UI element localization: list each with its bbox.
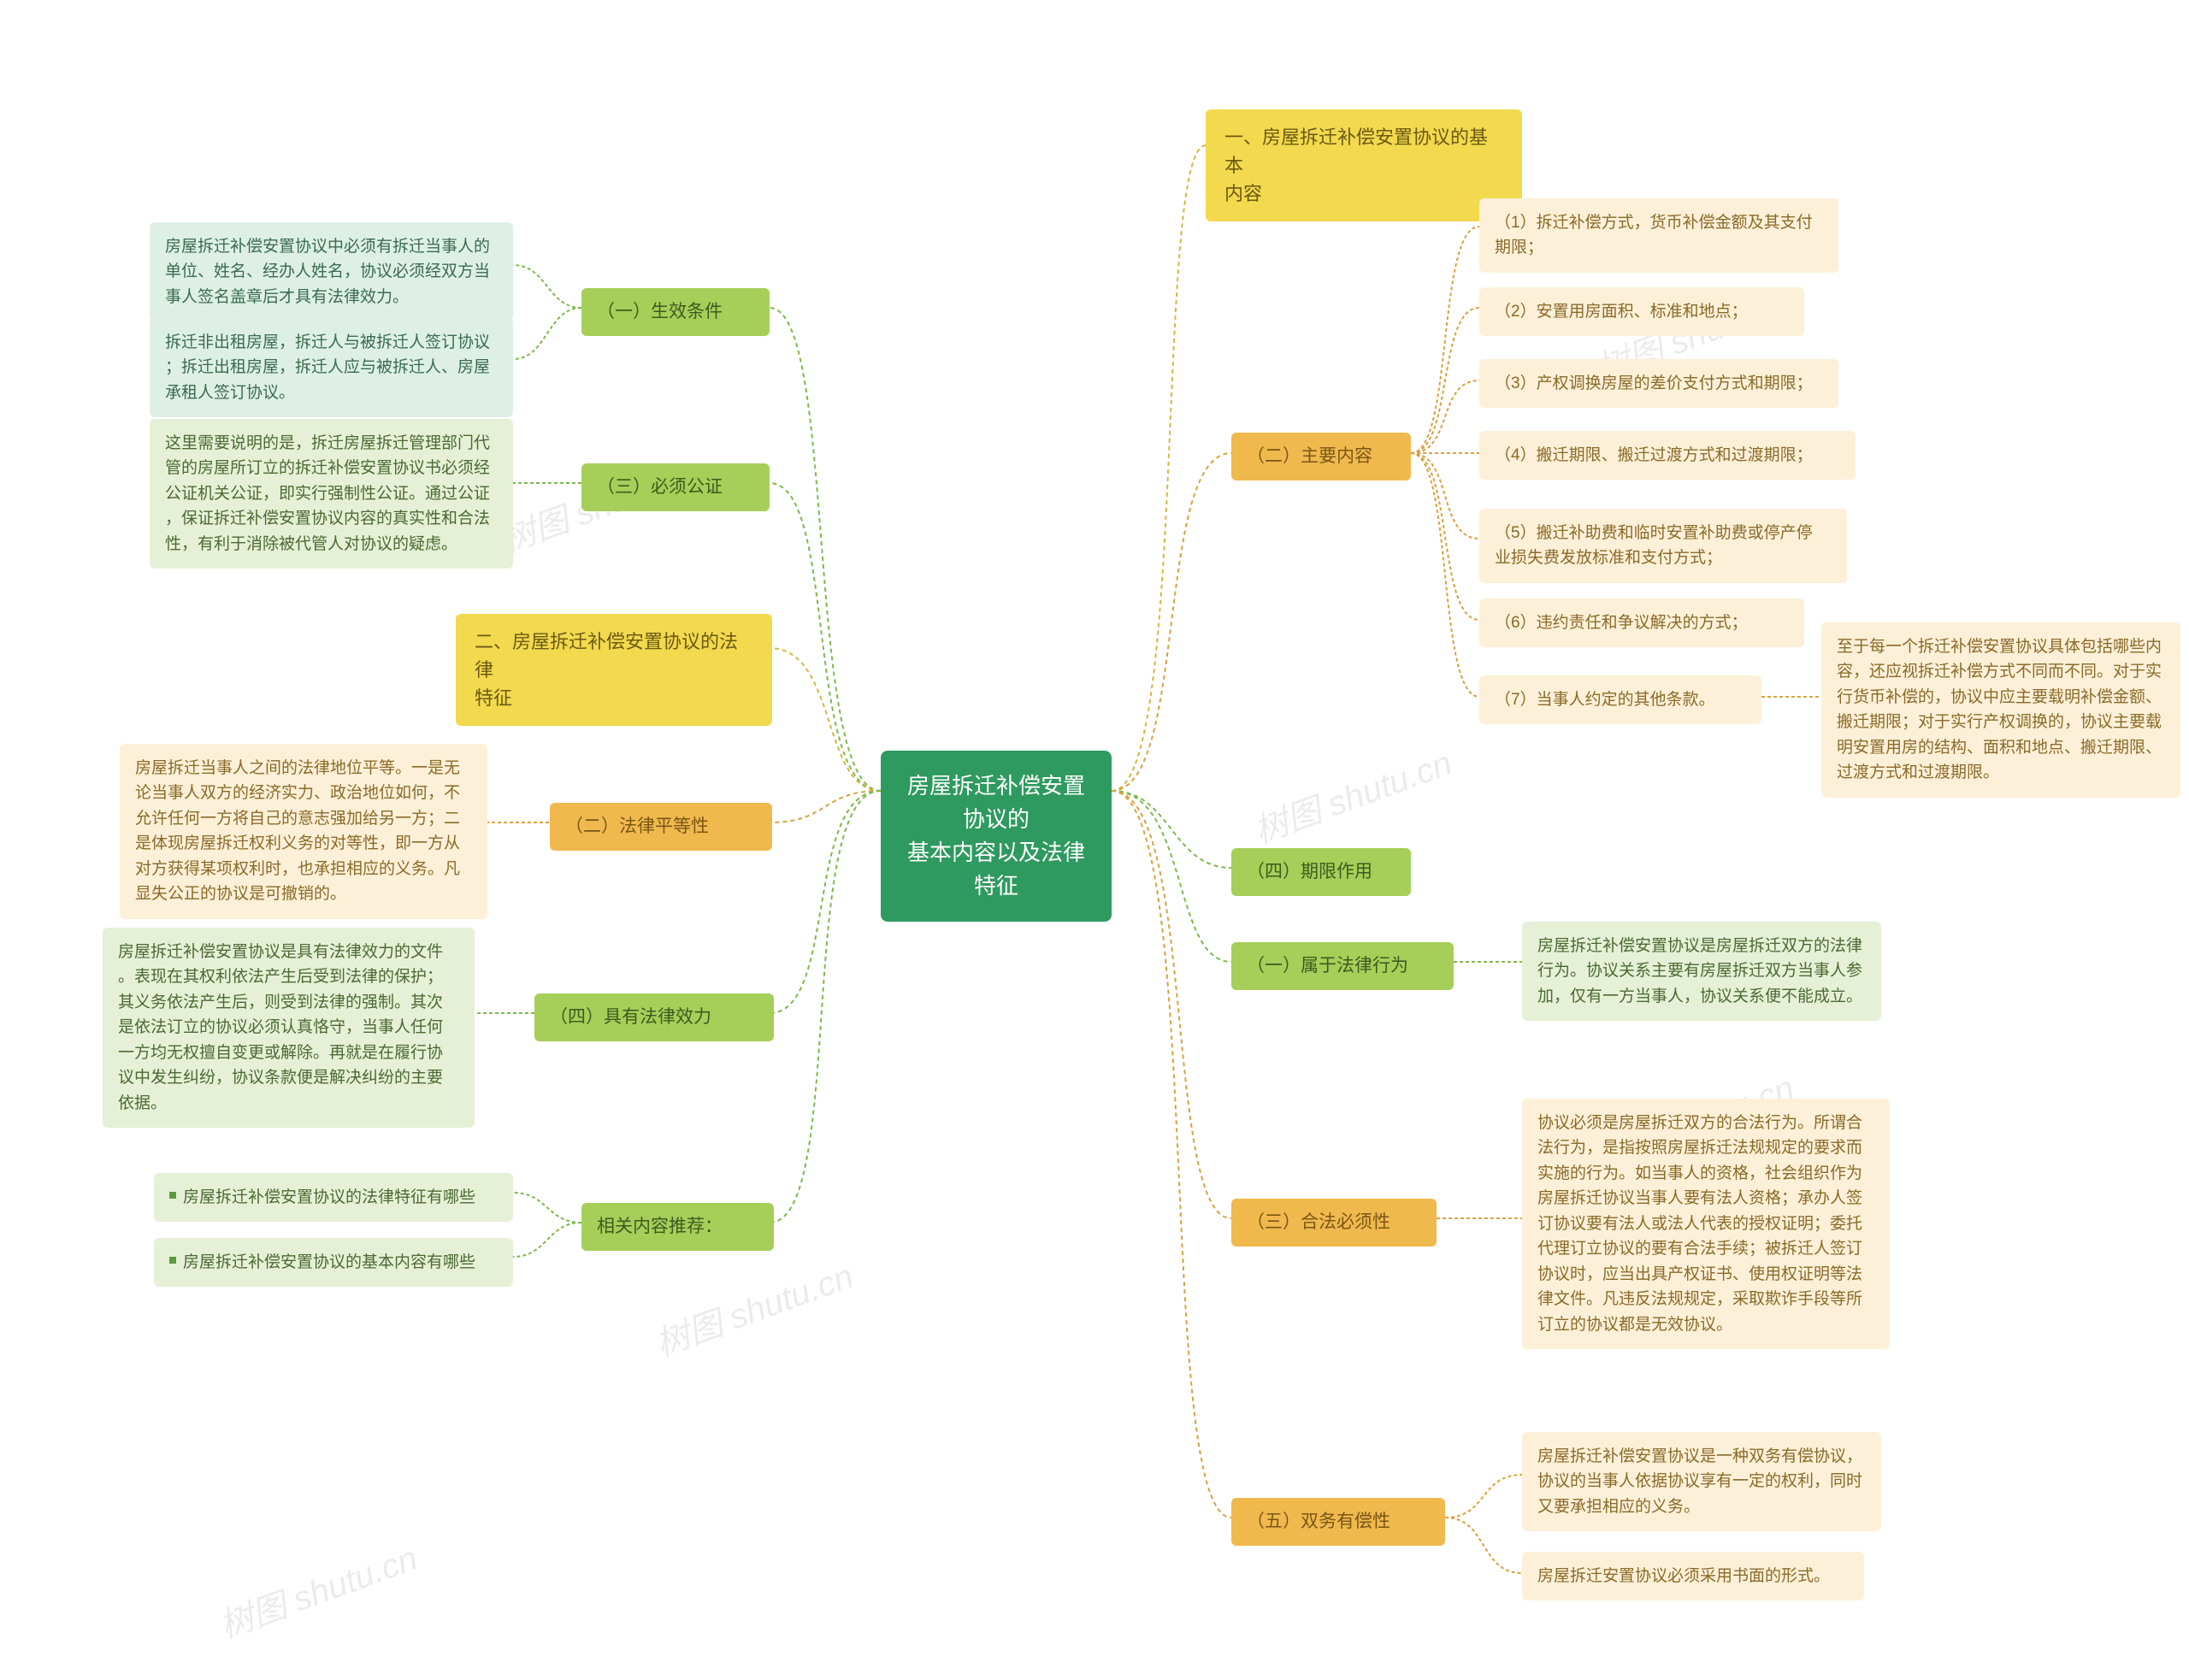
leaf-item-1: （1）拆迁补偿方式，货币补偿金额及其支付 期限；	[1479, 198, 1838, 273]
leaf-effective-2: 拆迁非出租房屋，拆迁人与被拆迁人签订协议 ；拆迁出租房屋，拆迁人应与被拆迁人、房…	[150, 318, 513, 417]
leaf-item-6: （6）违约责任和争议解决的方式；	[1479, 598, 1804, 647]
watermark: 树图 shutu.cn	[211, 1530, 423, 1648]
leaf-recommend-2[interactable]: 房屋拆迁补偿安置协议的基本内容有哪些	[154, 1238, 513, 1287]
leaf-bilateral-detail-2: 房屋拆迁安置协议必须采用书面的形式。	[1522, 1552, 1864, 1600]
leaf-item-5: （5）搬迁补助费和临时安置补助费或停产停 业损失费发放标准和支付方式；	[1479, 509, 1847, 583]
leaf-equality-detail: 房屋拆迁当事人之间的法律地位平等。一是无 论当事人双方的经济实力、政治地位如何，…	[120, 744, 487, 919]
bullet-icon	[169, 1192, 176, 1199]
leaf-legal-force-detail: 房屋拆迁补偿安置协议是具有法律效力的文件 。表现在其权利依法产生后受到法律的保护…	[103, 928, 475, 1128]
leaf-legality-detail: 协议必须是房屋拆迁双方的合法行为。所谓合 法行为，是指按照房屋拆迁法规规定的要求…	[1522, 1099, 1890, 1349]
leaf-item-3: （3）产权调换房屋的差价支付方式和期限；	[1479, 359, 1838, 408]
watermark: 树图 shutu.cn	[1246, 735, 1458, 852]
leaf-bilateral-detail-1: 房屋拆迁补偿安置协议是一种双务有偿协议， 协议的当事人依据协议享有一定的权利，同…	[1522, 1432, 1881, 1531]
branch-section-2[interactable]: 二、房屋拆迁补偿安置协议的法律 特征	[456, 614, 772, 726]
node-period-effect[interactable]: （四）期限作用	[1231, 848, 1411, 896]
leaf-notarize-detail: 这里需要说明的是，拆迁房屋拆迁管理部门代 管的房屋所订立的拆迁补偿安置协议书必须…	[150, 419, 513, 569]
recommend-2-text: 房屋拆迁补偿安置协议的基本内容有哪些	[183, 1250, 475, 1275]
leaf-recommend-1[interactable]: 房屋拆迁补偿安置协议的法律特征有哪些	[154, 1173, 513, 1222]
watermark: 树图 shutu.cn	[647, 1248, 859, 1365]
node-recommend[interactable]: 相关内容推荐：	[581, 1203, 774, 1251]
leaf-item-7-detail: 至于每一个拆迁补偿安置协议具体包括哪些内 容，还应视拆迁补偿方式不同而不同。对于…	[1821, 622, 2180, 798]
node-legal-act[interactable]: （一）属于法律行为	[1231, 942, 1454, 990]
node-effective-conditions[interactable]: （一）生效条件	[581, 288, 770, 336]
branch-section-1[interactable]: 一、房屋拆迁补偿安置协议的基本 内容	[1206, 109, 1522, 221]
root-node[interactable]: 房屋拆迁补偿安置协议的 基本内容以及法律特征	[881, 751, 1112, 922]
node-legality[interactable]: （三）合法必须性	[1231, 1199, 1437, 1247]
bullet-icon	[169, 1257, 176, 1264]
node-bilateral[interactable]: （五）双务有偿性	[1231, 1498, 1445, 1546]
leaf-legal-act-detail: 房屋拆迁补偿安置协议是房屋拆迁双方的法律 行为。协议关系主要有房屋拆迁双方当事人…	[1522, 922, 1881, 1021]
node-legal-force[interactable]: （四）具有法律效力	[534, 993, 774, 1041]
node-equality[interactable]: （二）法律平等性	[550, 803, 772, 851]
recommend-1-text: 房屋拆迁补偿安置协议的法律特征有哪些	[183, 1185, 475, 1210]
leaf-item-2: （2）安置用房面积、标准和地点；	[1479, 287, 1804, 336]
leaf-item-7: （7）当事人约定的其他条款。	[1479, 675, 1761, 724]
leaf-item-4: （4）搬迁期限、搬迁过渡方式和过渡期限；	[1479, 431, 1856, 480]
leaf-effective-1: 房屋拆迁补偿安置协议中必须有拆迁当事人的 单位、姓名、经办人姓名，协议必须经双方…	[150, 222, 513, 321]
node-notarize[interactable]: （三）必须公证	[581, 463, 770, 511]
node-main-content[interactable]: （二）主要内容	[1231, 433, 1411, 480]
